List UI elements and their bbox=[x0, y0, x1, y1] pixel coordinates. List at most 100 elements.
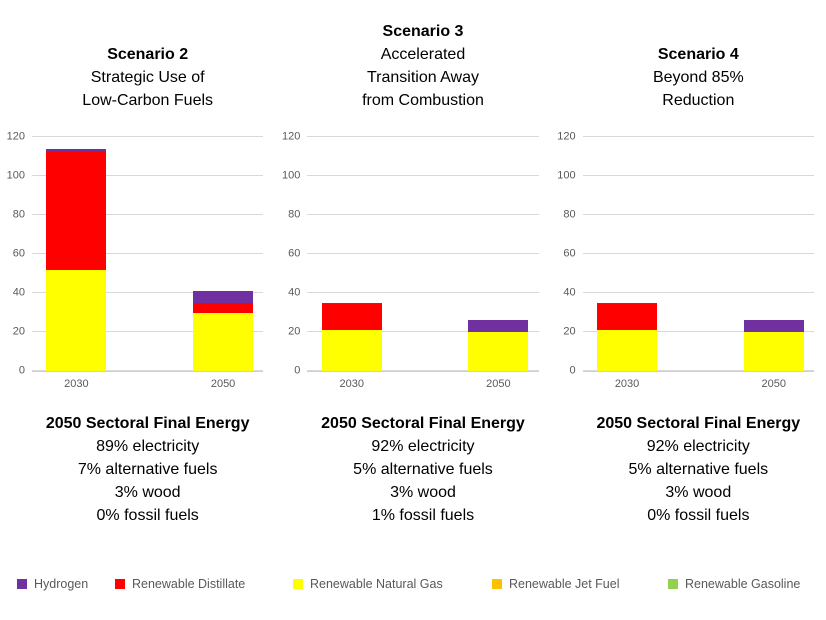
gridline bbox=[32, 253, 264, 254]
chart-title: Scenario 2 bbox=[107, 46, 189, 63]
stacked-bar-2030 bbox=[321, 137, 382, 371]
caption-line: 5% alternative fuels bbox=[628, 461, 769, 478]
gridline bbox=[307, 292, 539, 294]
bar-segment-renewable-natural-gas bbox=[193, 312, 254, 371]
y-axis-tick-label: 120 bbox=[281, 130, 301, 143]
stacked-bar-2050 bbox=[193, 137, 254, 371]
bar-segment-hydrogen bbox=[743, 320, 804, 333]
gridline bbox=[582, 292, 814, 294]
caption-line: 5% alternative fuels bbox=[353, 461, 493, 478]
x-axis-tick-label: 2050 bbox=[210, 378, 236, 390]
y-axis-tick-label: 100 bbox=[557, 169, 576, 182]
y-axis-tick-label: 100 bbox=[6, 169, 25, 182]
chart-scenario-3: Scenario 3 Accelerated Transition Away f… bbox=[275, 0, 550, 527]
gridline bbox=[32, 370, 264, 371]
renewable-jet-fuel-swatch-icon bbox=[492, 579, 502, 589]
y-axis-tick-label: 60 bbox=[12, 247, 25, 260]
y-axis-tick-label: 20 bbox=[12, 325, 25, 338]
gridline bbox=[32, 331, 264, 333]
bar-segment-renewable-natural-gas bbox=[46, 269, 107, 371]
plot-area: 0 20 40 60 80 100 120 2030 2050 bbox=[557, 131, 814, 390]
y-axis-tick-label: 60 bbox=[563, 247, 576, 260]
gridline bbox=[32, 175, 264, 176]
gridline bbox=[582, 370, 814, 371]
gridline bbox=[32, 214, 264, 216]
hydrogen-swatch-icon bbox=[17, 579, 27, 589]
legend-label: Hydrogen bbox=[34, 577, 89, 591]
chart-legend: Hydrogen Renewable Distillate Renewable … bbox=[0, 577, 826, 593]
renewable-gasoline-swatch-icon bbox=[668, 579, 678, 589]
gridline bbox=[32, 292, 264, 294]
caption-line: 3% wood bbox=[665, 484, 732, 501]
x-axis-tick-label: 2050 bbox=[761, 378, 786, 390]
chart-title: Scenario 3 bbox=[382, 23, 464, 40]
bar-segment-renewable-natural-gas bbox=[596, 330, 658, 371]
caption-line: 1% fossil fuels bbox=[371, 507, 475, 524]
x-axis-tick-label: 2030 bbox=[614, 378, 640, 390]
chart-caption: 2050 Sectoral Final Energy 92% electrici… bbox=[307, 412, 538, 527]
chart-scenario-4: Scenario 4 Beyond 85% Reduction 0 20 40 60 8… bbox=[551, 0, 826, 527]
gridline bbox=[582, 175, 814, 176]
chart-title-block: Scenario 2 Strategic Use of Low-Carbon F… bbox=[32, 0, 263, 112]
caption-line: 0% fossil fuels bbox=[96, 507, 199, 524]
caption-line: 3% wood bbox=[114, 484, 181, 501]
legend-item-hydrogen: Hydrogen bbox=[17, 577, 88, 591]
y-axis-tick-label: 0 bbox=[18, 364, 25, 377]
y-axis-tick-label: 20 bbox=[288, 325, 301, 338]
y-axis-tick-label: 80 bbox=[12, 208, 25, 221]
chart-title: Scenario 4 bbox=[657, 46, 739, 63]
y-axis-tick-label: 20 bbox=[563, 325, 576, 338]
chart-title-block: Scenario 4 Beyond 85% Reduction bbox=[583, 0, 814, 112]
legend-item-renewable-distillate: Renewable Distillate bbox=[115, 577, 245, 591]
gridline bbox=[307, 331, 539, 333]
chart-title-block: Scenario 3 Accelerated Transition Away f… bbox=[307, 0, 538, 112]
y-axis-tick-label: 60 bbox=[288, 247, 301, 260]
chart-subtitle-line: Beyond 85% bbox=[652, 69, 744, 86]
caption-title: 2050 Sectoral Final Energy bbox=[45, 415, 250, 432]
chart-scenario-2: Scenario 2 Strategic Use of Low-Carbon F… bbox=[0, 0, 275, 527]
y-axis-tick-label: 120 bbox=[6, 130, 25, 143]
bar-segment-renewable-distillate bbox=[321, 303, 382, 331]
caption-title: 2050 Sectoral Final Energy bbox=[321, 415, 525, 432]
stacked-bar-2030 bbox=[596, 137, 658, 371]
y-axis-tick-label: 40 bbox=[288, 286, 301, 299]
y-axis-tick-label: 40 bbox=[563, 286, 576, 299]
stacked-bar-2030 bbox=[46, 137, 107, 371]
bar-segment-hydrogen bbox=[46, 148, 107, 152]
legend-item-renewable-gasoline: Renewable Gasoline bbox=[668, 577, 800, 591]
bar-segment-renewable-distillate bbox=[596, 303, 658, 331]
caption-line: 92% electricity bbox=[371, 438, 475, 455]
bar-segment-renewable-distillate bbox=[193, 302, 254, 313]
gridline bbox=[582, 136, 814, 137]
stacked-bar-2050 bbox=[743, 137, 804, 371]
chart-caption: 2050 Sectoral Final Energy 92% electrici… bbox=[583, 412, 814, 527]
chart-subtitle-line: Accelerated bbox=[380, 46, 466, 63]
chart-subtitle-line: Low-Carbon Fuels bbox=[82, 92, 214, 109]
chart-subtitle-line: Reduction bbox=[662, 92, 735, 109]
bar-segment-renewable-natural-gas bbox=[321, 330, 382, 371]
chart-caption: 2050 Sectoral Final Energy 89% electrici… bbox=[32, 412, 263, 527]
bar-segment-hydrogen bbox=[321, 302, 382, 304]
renewable-natural-gas-swatch-icon bbox=[293, 579, 303, 589]
caption-line: 3% wood bbox=[390, 484, 456, 501]
caption-title: 2050 Sectoral Final Energy bbox=[596, 415, 801, 432]
renewable-distillate-swatch-icon bbox=[115, 579, 125, 589]
caption-line: 92% electricity bbox=[646, 438, 750, 455]
plot-area: 0 20 40 60 80 100 120 2030 2050 bbox=[7, 131, 264, 390]
bar-segment-hydrogen bbox=[596, 302, 658, 304]
bar-segment-hydrogen bbox=[468, 320, 529, 333]
gridline bbox=[582, 214, 814, 216]
stacked-bar-2050 bbox=[468, 137, 529, 371]
chart-subtitle-line: Strategic Use of bbox=[90, 69, 205, 86]
chart-subtitle-line: Transition Away bbox=[366, 69, 480, 86]
bar-segment-hydrogen bbox=[193, 291, 254, 303]
chart-subtitle-line: from Combustion bbox=[362, 92, 484, 109]
legend-label: Renewable Jet Fuel bbox=[509, 577, 620, 591]
legend-item-renewable-natural-gas: Renewable Natural Gas bbox=[293, 577, 443, 591]
legend-label: Renewable Gasoline bbox=[685, 577, 801, 591]
x-axis-tick-label: 2030 bbox=[339, 378, 364, 390]
gridline bbox=[32, 136, 264, 137]
gridline bbox=[307, 136, 539, 137]
gridline bbox=[307, 370, 539, 371]
x-axis-tick-label: 2030 bbox=[64, 378, 89, 390]
